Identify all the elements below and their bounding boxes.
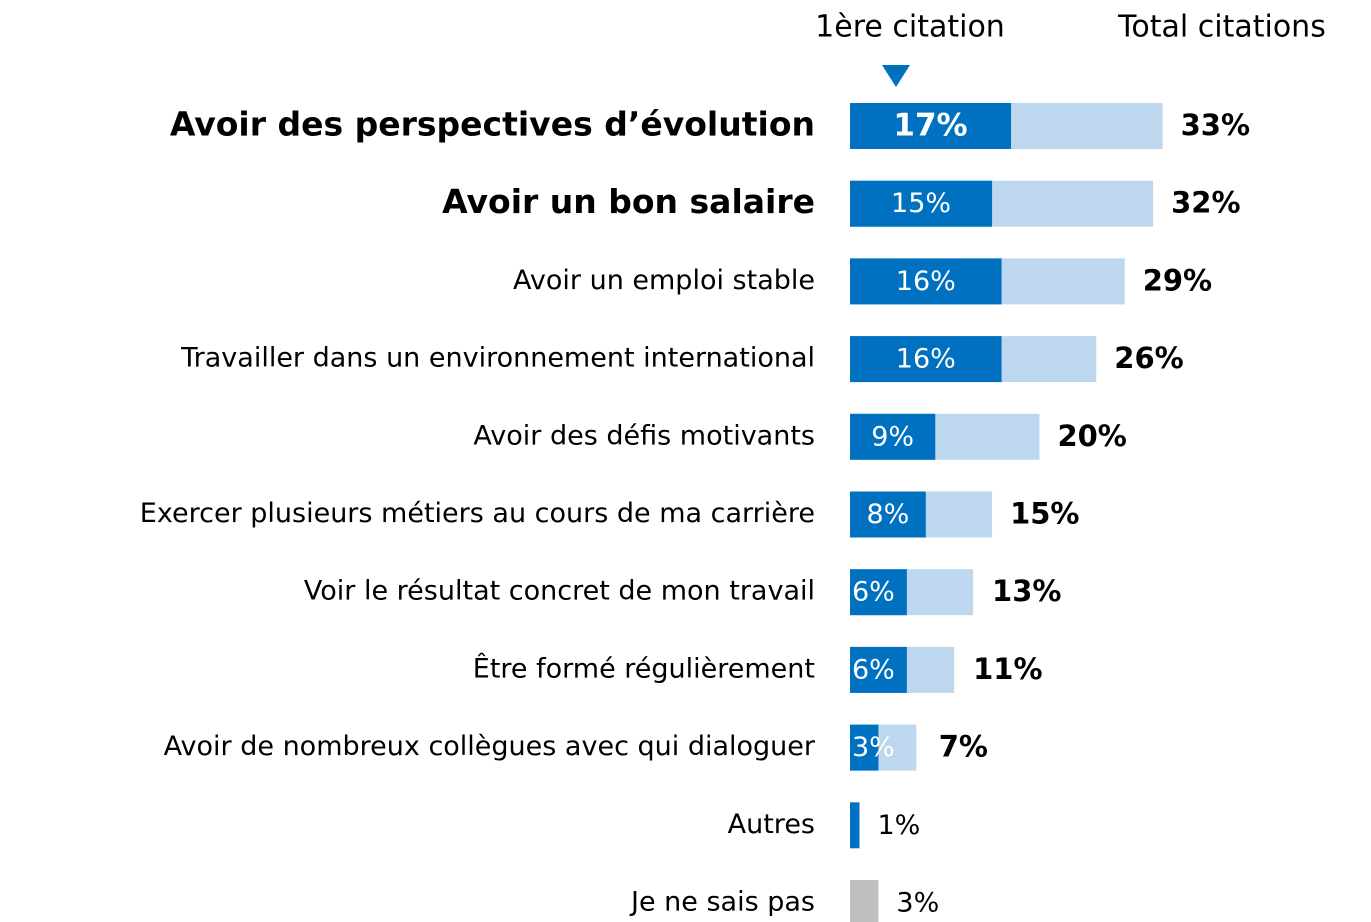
- first-bar: [850, 724, 879, 771]
- first-bar: [850, 336, 1002, 383]
- category-label: Voir le résultat concret de mon travail: [304, 576, 815, 607]
- legend-total: Total citations: [1117, 10, 1326, 45]
- category-label: Avoir un emploi stable: [513, 265, 815, 296]
- total-value-label: 29%: [1143, 263, 1212, 297]
- total-value-label: 33%: [1181, 108, 1250, 142]
- first-value-label: 3%: [896, 888, 939, 919]
- first-value-label: 8%: [866, 499, 909, 530]
- first-value-label: 6%: [852, 577, 895, 608]
- first-bar: [850, 880, 879, 922]
- total-value-label: 13%: [992, 574, 1061, 608]
- first-value-label: 16%: [896, 344, 956, 375]
- total-value-label: 7%: [939, 730, 988, 764]
- total-value-label: 20%: [1057, 419, 1126, 453]
- category-label: Avoir des perspectives d’évolution: [170, 105, 815, 144]
- category-label: Travailler dans un environnement interna…: [180, 343, 815, 374]
- legend-first: 1ère citation: [815, 10, 1005, 45]
- category-label: Avoir de nombreux collègues avec qui dia…: [164, 731, 816, 762]
- total-value-label: 32%: [1171, 186, 1240, 220]
- first-value-label: 3%: [852, 732, 895, 763]
- total-value-label: 26%: [1114, 341, 1183, 375]
- first-value-label: 15%: [891, 188, 951, 219]
- first-bar: [850, 258, 1002, 305]
- legend-arrow: [882, 65, 910, 87]
- first-bar: [850, 413, 936, 460]
- first-value-label: 1%: [877, 810, 920, 841]
- category-label: Autres: [728, 809, 815, 840]
- category-label: Être formé régulièrement: [473, 652, 815, 684]
- first-bar: [850, 646, 907, 693]
- first-value-label: 17%: [893, 108, 967, 144]
- first-value-label: 6%: [852, 654, 895, 685]
- total-value-label: 11%: [973, 652, 1042, 686]
- first-bar: [850, 103, 1012, 149]
- first-value-label: 9%: [871, 421, 914, 452]
- category-label: Avoir des défis motivants: [473, 420, 815, 451]
- category-label: Exercer plusieurs métiers au cours de ma…: [140, 498, 815, 529]
- first-bar: [850, 802, 860, 849]
- first-bar: [850, 491, 926, 538]
- first-value-label: 16%: [896, 266, 956, 297]
- total-value-label: 15%: [1010, 497, 1079, 531]
- first-bar: [850, 180, 993, 227]
- category-label: Je ne sais pas: [629, 887, 815, 918]
- category-label: Avoir un bon salaire: [442, 182, 815, 221]
- first-bar: [850, 569, 907, 616]
